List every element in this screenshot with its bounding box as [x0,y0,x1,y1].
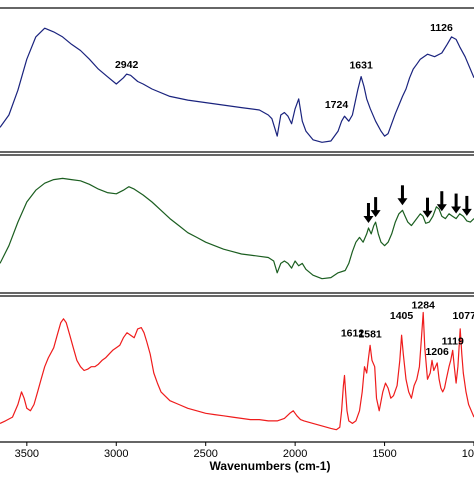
peak-label-1405: 1405 [390,310,414,322]
peak-label-1631: 1631 [349,60,373,72]
peak-label-1724: 1724 [325,99,349,111]
x-tick-label-3500: 3500 [15,448,39,460]
panel-frame-1 [0,7,474,153]
peak-label-1206: 1206 [425,346,449,358]
panel-frame-3 [0,295,474,443]
peak-arrow-head-7 [461,208,472,216]
peak-arrow-head-3 [397,198,408,206]
peak-arrow-head-2 [370,210,381,218]
panels-layer [0,7,474,443]
x-tick-label-1000: 1000 [462,448,474,460]
peak-label-1612: 1612 [341,328,365,340]
peak-label-1284: 1284 [412,300,436,312]
peak-label-1126: 1126 [430,22,453,34]
peak-arrow-head-6 [451,206,462,214]
spectrum-line-3 [0,311,474,431]
peak-label-1119: 1119 [442,335,464,347]
peak-arrow-head-4 [422,210,433,218]
arrows-layer [363,185,472,223]
peak-arrow-head-5 [436,204,447,212]
spectrum-line-2 [0,177,474,280]
x-tick-label-1500: 1500 [372,448,396,460]
x-axis-title: Wavenumbers (cm-1) [210,459,331,473]
series-layer [0,27,474,431]
peak-label-2942: 2942 [115,59,139,71]
peak-label-1077: 1077 [453,310,474,322]
panel-frame-2 [0,154,474,294]
x-tick-label-2500: 2500 [193,448,217,460]
peak-arrow-head-1 [363,216,374,223]
x-tick-label-2000: 2000 [283,448,307,460]
spectrum-line-1 [0,27,474,143]
peak-label-1581: 1581 [358,328,382,340]
x-tick-label-3000: 3000 [104,448,128,460]
x-axis: 3500 3000 2500 2000 1500 1000 [15,442,474,460]
